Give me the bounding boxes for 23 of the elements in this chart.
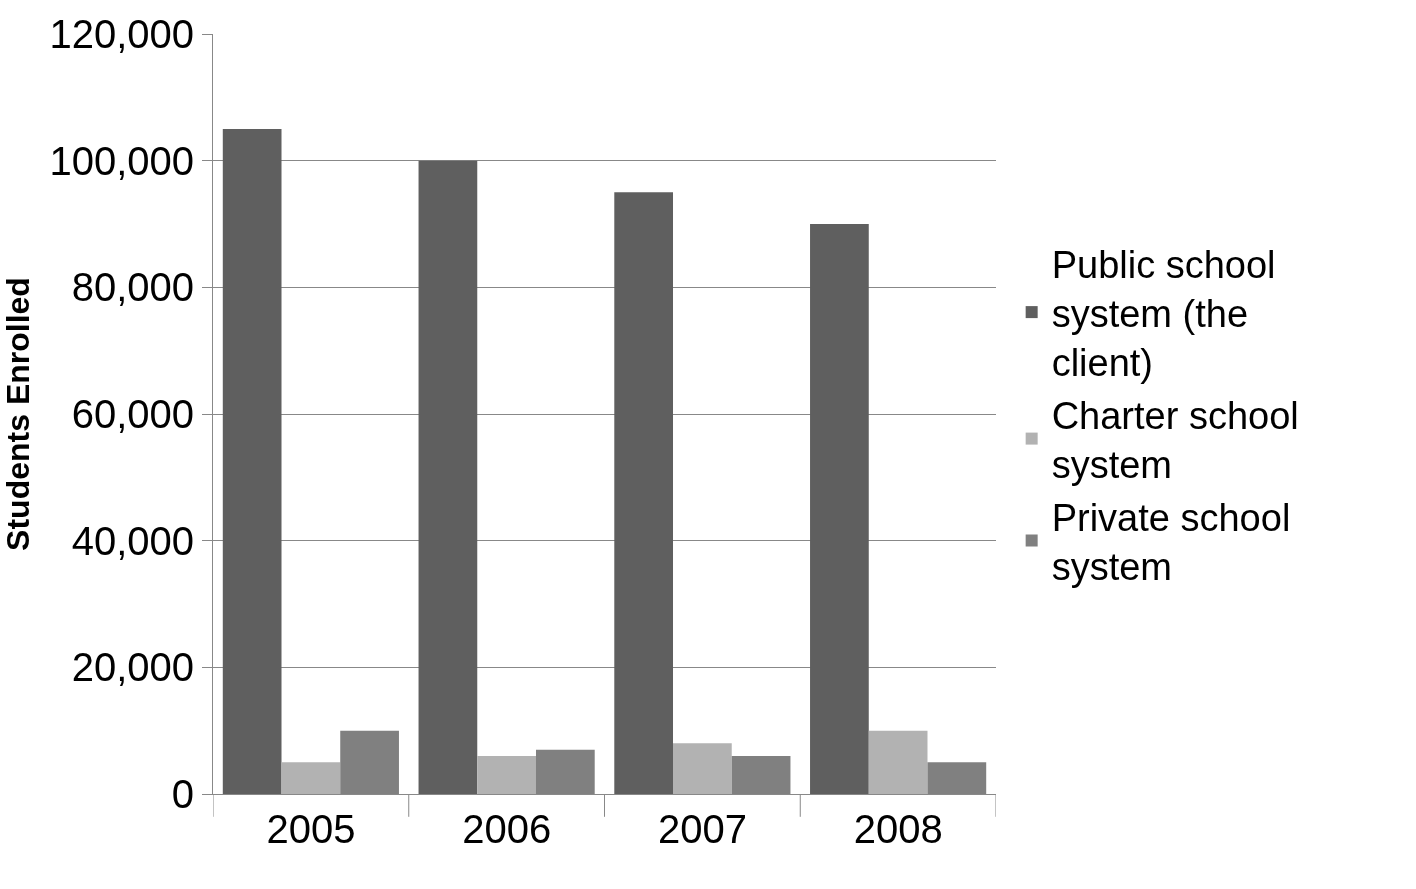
y-tick-label: 0 <box>171 772 194 816</box>
y-tick-label: 120,000 <box>49 12 194 56</box>
x-tick-label: 2006 <box>462 807 552 851</box>
bar <box>418 160 478 794</box>
bar <box>673 743 732 794</box>
x-tick-label: 2005 <box>266 807 356 851</box>
y-tick-label: 80,000 <box>71 265 194 310</box>
legend-label: Charter school system <box>1051 394 1299 487</box>
legend-label: Public school system (the client) <box>1051 243 1276 385</box>
y-tick-label: 40,000 <box>71 518 194 563</box>
x-tick-label: 2008 <box>853 807 943 851</box>
bar <box>222 129 282 794</box>
y-axis-title: Students Enrolled <box>0 277 36 551</box>
bar <box>868 730 928 794</box>
bar <box>477 756 536 794</box>
bar <box>810 224 869 794</box>
legend-label: Private school system <box>1051 496 1291 588</box>
x-tick-label: 2007 <box>657 807 747 851</box>
y-tick-label: 100,000 <box>49 138 194 183</box>
bar <box>281 762 341 794</box>
bar <box>614 192 674 794</box>
y-tick-label: 60,000 <box>71 392 194 436</box>
y-tick-label: 20,000 <box>71 645 194 690</box>
